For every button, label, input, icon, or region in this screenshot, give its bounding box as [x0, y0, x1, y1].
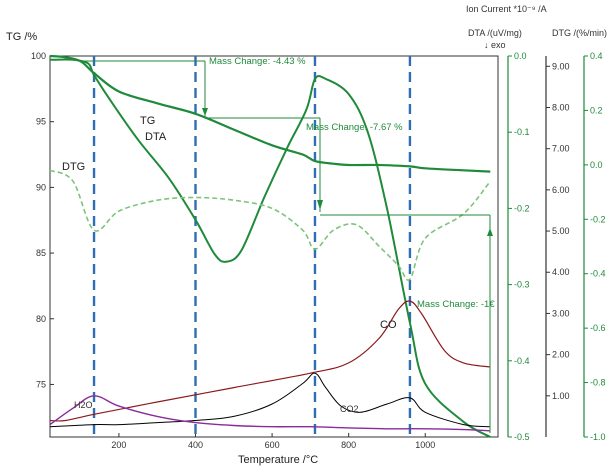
dta-tick-label: -0.2 — [514, 203, 530, 213]
mass-change-3: Mass Change: -1€ — [417, 215, 495, 433]
dtg-tick-label: 0.2 — [590, 105, 603, 115]
ion-tick-label: 9.00 — [552, 61, 570, 71]
dta-axis-title: DTA /(uV/mg) — [468, 28, 522, 38]
dtg-axis-title: DTG /(%/min) — [552, 28, 607, 38]
series-h2o-line — [49, 395, 491, 432]
x-tick-label: 1000 — [415, 440, 435, 450]
tg-curve-label: TG — [140, 115, 155, 127]
series-co2-line — [49, 372, 491, 428]
left-tick-label: 90 — [36, 182, 46, 192]
ion-tick-label: 8.00 — [552, 102, 570, 112]
dta-exo-note: ↓ exo — [484, 40, 506, 50]
ion-tick-label: 2.00 — [552, 350, 570, 360]
left-tick-label: 100 — [31, 51, 46, 61]
dtg-tick-label: 0.4 — [590, 51, 603, 61]
dta-curve-label: DTA — [145, 131, 167, 143]
x-tick-label: 400 — [188, 440, 203, 450]
x-tick-label: 800 — [341, 440, 356, 450]
series-dtg-line — [49, 169, 491, 281]
x-tick-label: 600 — [265, 440, 280, 450]
h2o-curve-label: H2O — [74, 400, 93, 410]
dtg-tick-label: -1.0 — [590, 432, 606, 442]
ion-tick-label: 6.00 — [552, 185, 570, 195]
dta-tick-label: 0.0 — [514, 51, 527, 61]
dtg-tick-label: -0.8 — [590, 378, 606, 388]
mass-change-2-label: Mass Change: -7.67 % — [306, 122, 403, 133]
tg-axis-title: TG /% — [6, 31, 37, 43]
plot-frame — [49, 55, 499, 438]
dta-tick-label: -0.5 — [514, 432, 530, 442]
dtg-tick-label: -0.6 — [590, 323, 606, 333]
left-tick-label: 80 — [36, 314, 46, 324]
x-tick-label: 200 — [111, 440, 126, 450]
dtg-tick-label: 0.0 — [590, 160, 603, 170]
left-tick-label: 75 — [36, 379, 46, 389]
dta-tick-label: -0.4 — [514, 356, 530, 366]
series-co-line — [49, 300, 491, 422]
ion-tick-label: 4.00 — [552, 267, 570, 277]
mass-change-3-label: Mass Change: -1€ — [417, 299, 495, 310]
left-tick-label: 85 — [36, 248, 46, 258]
co-curve-label: CO — [380, 319, 397, 331]
mass-change-2: Mass Change: -7.67 % — [306, 118, 490, 216]
left-tick-label: 95 — [36, 117, 46, 127]
ion-tick-label: 5.00 — [552, 226, 570, 236]
ion-tick-label: 1.00 — [552, 391, 570, 401]
co2-curve-label: CO2 — [340, 404, 359, 414]
dtg-curve-label: DTG — [62, 161, 85, 173]
dta-tick-label: -0.1 — [514, 127, 530, 137]
dtg-tick-label: -0.2 — [590, 214, 606, 224]
dtg-tick-label: -0.4 — [590, 269, 606, 279]
ion-tick-label: 7.00 — [552, 144, 570, 154]
x-axis-title: Temperature /°C — [238, 454, 318, 466]
mass-change-1: Mass Change: -4.43 % — [78, 56, 320, 119]
ion-tick-label: 3.00 — [552, 308, 570, 318]
dta-tick-label: -0.3 — [514, 280, 530, 290]
series-dta-line — [49, 58, 491, 438]
mass-change-1-label: Mass Change: -4.43 % — [209, 56, 306, 67]
ion-axis-title: Ion Current *10⁻⁹ /A — [466, 4, 547, 14]
series-tg-line — [49, 54, 491, 173]
